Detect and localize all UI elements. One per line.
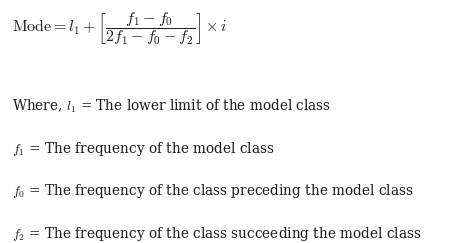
Text: $f_0$ = The frequency of the class preceding the model class: $f_0$ = The frequency of the class prece… xyxy=(12,182,413,200)
Text: $f_1$ = The frequency of the model class: $f_1$ = The frequency of the model class xyxy=(12,140,274,158)
Text: $f_2$ = The frequency of the class succeeding the model class: $f_2$ = The frequency of the class succe… xyxy=(12,225,421,243)
Text: Where, $l_1$ = The lower limit of the model class: Where, $l_1$ = The lower limit of the mo… xyxy=(12,97,331,114)
Text: $\mathrm{Mode} = l_1 + \left[\dfrac{f_1 - f_0}{2f_1 - f_0 - f_2}\right] \times i: $\mathrm{Mode} = l_1 + \left[\dfrac{f_1 … xyxy=(12,10,228,47)
